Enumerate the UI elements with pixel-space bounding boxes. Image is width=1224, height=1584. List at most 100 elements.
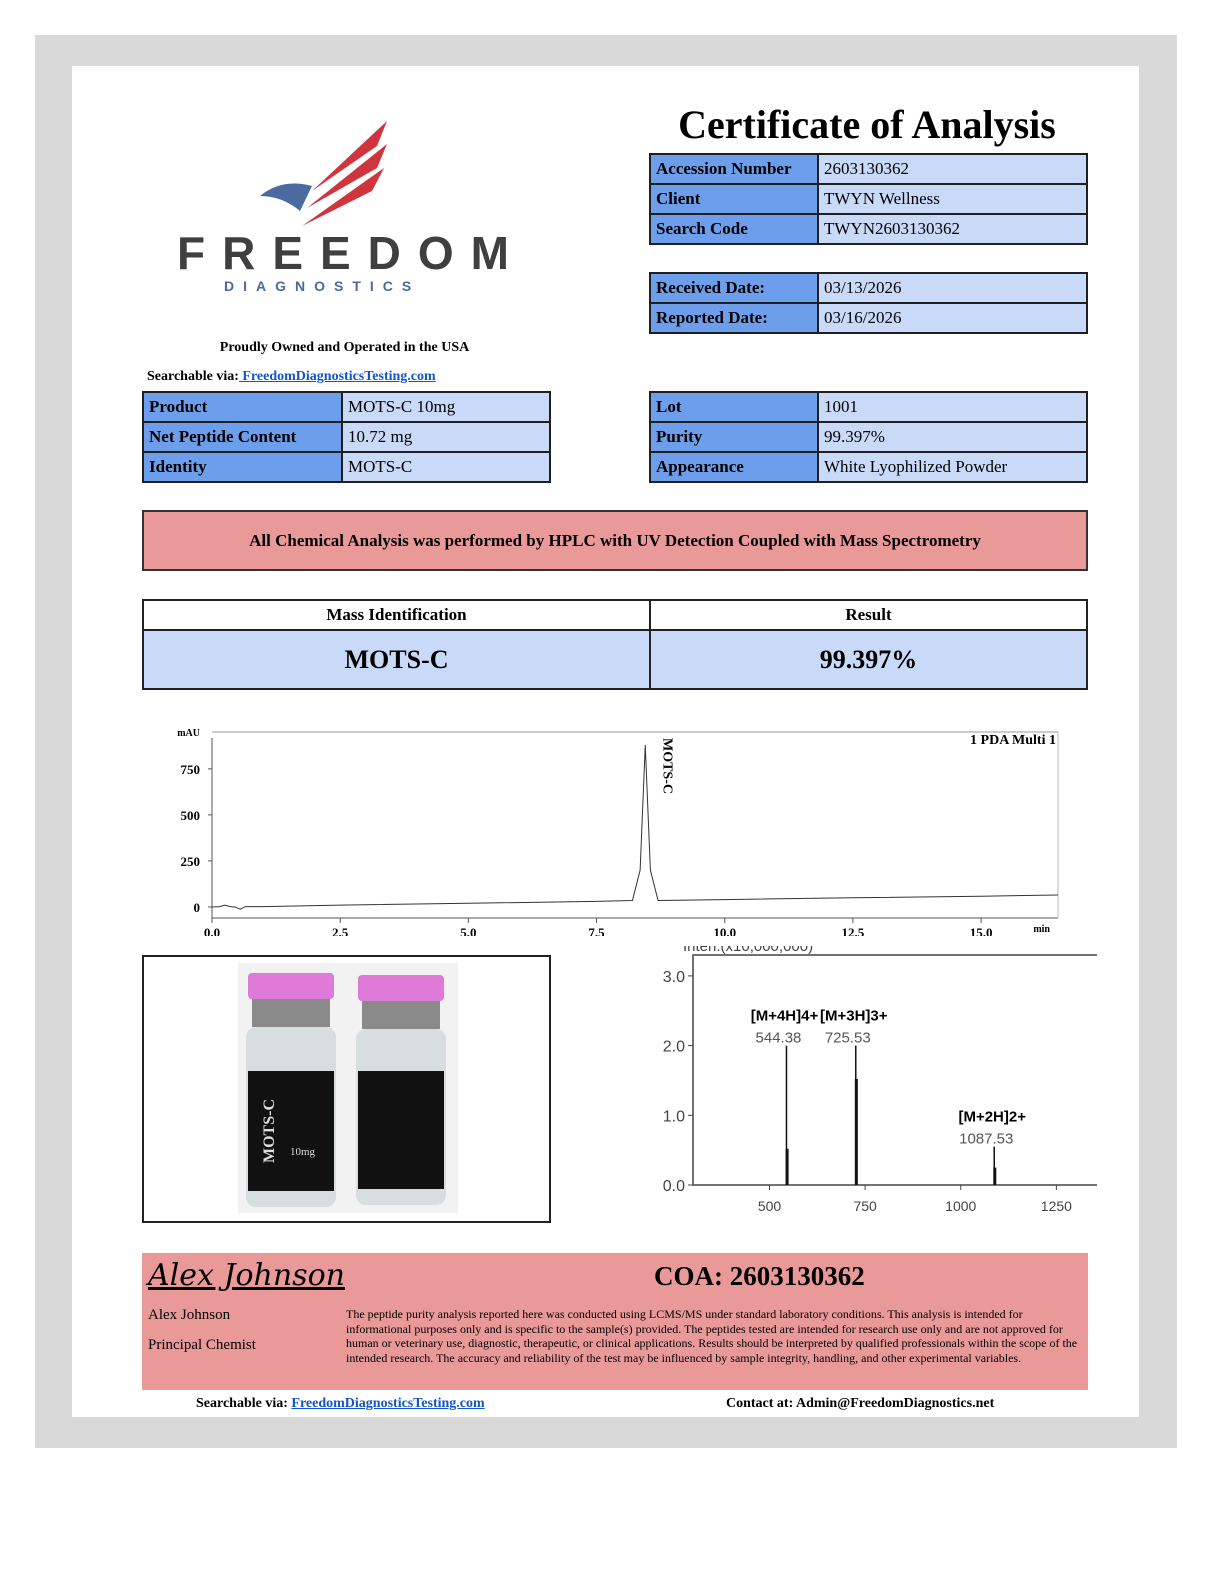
logo: FREEDOM DIAGNOSTICS xyxy=(172,116,526,296)
vial-left: MOTS-C 10mg xyxy=(246,973,336,1207)
table-row: Accession Number 2603130362 xyxy=(649,153,1088,185)
value: 1001 xyxy=(817,391,1088,423)
peak-mz-label: 725.53 xyxy=(825,1030,871,1047)
vial-label-dose: 10mg xyxy=(290,1146,316,1158)
x-tick-label: 1250 xyxy=(1041,1198,1072,1214)
coa-number: COA: 2603130362 xyxy=(654,1261,865,1291)
value: MOTS-C xyxy=(341,451,551,483)
tagline: Proudly Owned and Operated in the USA xyxy=(219,340,470,355)
peak-ion-label: [M+3H]3+ xyxy=(820,1008,888,1025)
value: 2603130362 xyxy=(817,153,1088,185)
peak-mz-label: 1087.53 xyxy=(959,1131,1013,1148)
header-cell: Result xyxy=(649,599,1088,631)
page-title: Certificate of Analysis xyxy=(678,102,1056,147)
chromatogram-chart: 0.0 2.5 5.0 7.5 10.0 12.5 15.0 0 250 500 750 mAU min… xyxy=(177,728,1059,936)
x-tick-label: 500 xyxy=(758,1198,782,1214)
table-row: Received Date: 03/13/2026 xyxy=(649,272,1088,304)
vial-photo-frame: MOTS-C 10mg xyxy=(142,955,551,1223)
y-tick-label: 750 xyxy=(181,762,201,777)
x-axis-label: min xyxy=(1033,924,1050,935)
label: Lot xyxy=(649,391,819,423)
table-row: Identity MOTS-C xyxy=(142,451,551,483)
y-tick-label: 1.0 xyxy=(663,1108,685,1125)
x-tick-label: 12.5 xyxy=(842,925,865,936)
contact: Contact at: Admin@FreedomDiagnostics.net xyxy=(726,1396,995,1411)
peak-label: MOTS-C xyxy=(659,738,674,794)
label: Received Date: xyxy=(649,272,819,304)
value: TWYN2603130362 xyxy=(817,213,1088,245)
label: Purity xyxy=(649,421,819,453)
value: 10.72 mg xyxy=(341,421,551,453)
label: Reported Date: xyxy=(649,302,819,334)
y-axis-label: Inten.(x10,000,000) xyxy=(683,946,813,955)
y-axis-label: mAU xyxy=(177,728,200,739)
mass-spectrum-chart: 0.0 1.0 2.0 3.0 500 750 1000 1250 Inten.(x10,000… xyxy=(663,946,1097,1214)
disclaimer: The peptide purity analysis reported her… xyxy=(346,1307,1078,1366)
label: Accession Number xyxy=(649,153,819,185)
mass-identification-table: Mass Identification Result MOTS-C 99.397% xyxy=(142,599,1088,690)
value: White Lyophilized Powder xyxy=(817,451,1088,483)
logo-brand: FREEDOM xyxy=(177,227,526,279)
footer-searchable: Searchable via: FreedomDiagnosticsTestin… xyxy=(196,1396,485,1412)
footer-website-link[interactable]: FreedomDiagnosticsTesting.com xyxy=(291,1396,485,1411)
label: Search Code xyxy=(649,213,819,245)
eagle-flag-icon xyxy=(260,121,387,226)
table-row: Lot 1001 xyxy=(649,391,1088,423)
identity-cell: MOTS-C xyxy=(142,629,651,690)
label: Identity xyxy=(142,451,343,483)
chemist-role: Principal Chemist xyxy=(148,1337,256,1353)
peak-ion-label: [M+4H]4+ xyxy=(751,1008,819,1025)
table-row: Appearance White Lyophilized Powder xyxy=(649,451,1088,483)
peak-ion-label: [M+2H]2+ xyxy=(958,1109,1026,1126)
legend: 1 PDA Multi 1 xyxy=(970,733,1056,748)
signature-footer: Alex Johnson COA: 2603130362 Alex Johnso… xyxy=(142,1253,1088,1390)
searchable-label: Searchable via: xyxy=(147,369,239,384)
product-table: Product MOTS-C 10mg Net Peptide Content 10… xyxy=(142,391,551,483)
x-tick-label: 2.5 xyxy=(332,925,349,936)
table-row: Search Code TWYN2603130362 xyxy=(649,213,1088,245)
value: MOTS-C 10mg xyxy=(341,391,551,423)
searchable-top: Searchable via: FreedomDiagnosticsTestin… xyxy=(147,369,436,385)
x-tick-label: 10.0 xyxy=(713,925,736,936)
search-label: Searchable via: xyxy=(196,1396,288,1411)
x-tick-label: 750 xyxy=(853,1198,877,1214)
x-tick-label: 5.0 xyxy=(460,925,476,936)
label: Client xyxy=(649,183,819,215)
label: Appearance xyxy=(649,451,819,483)
x-tick-label: 0.0 xyxy=(204,925,220,936)
table-row: Product MOTS-C 10mg xyxy=(142,391,551,423)
y-tick-label: 0.0 xyxy=(663,1178,685,1195)
website-link[interactable]: FreedomDiagnosticsTesting.com xyxy=(238,369,436,384)
accession-table: Accession Number 2603130362 Client TWYN We… xyxy=(649,153,1088,245)
table-row: MOTS-C 99.397% xyxy=(142,629,1088,690)
ms-plot: 0.0 1.0 2.0 3.0 500 750 1000 1250 Inten.(x10,000… xyxy=(663,946,1097,1214)
x-tick-label: 7.5 xyxy=(588,925,605,936)
lot-table: Lot 1001 Purity 99.397% Appearance White Ly… xyxy=(649,391,1088,483)
y-tick-label: 250 xyxy=(181,854,201,869)
result-cell: 99.397% xyxy=(649,629,1088,690)
dates-table: Received Date: 03/13/2026 Reported Date: 0… xyxy=(649,272,1088,334)
chromatogram-trace xyxy=(211,744,1059,910)
certificate-page: FREEDOM DIAGNOSTICS Proudly Owned and Op… xyxy=(72,66,1139,1417)
peak-mz-label: 544.38 xyxy=(756,1030,802,1047)
logo-sub: DIAGNOSTICS xyxy=(224,278,421,294)
vial-photo: MOTS-C 10mg xyxy=(238,963,458,1213)
value: 03/13/2026 xyxy=(817,272,1088,304)
vial-right xyxy=(356,975,446,1205)
signature: Alex Johnson xyxy=(148,1258,345,1293)
vial-label-name: MOTS-C xyxy=(261,1099,278,1163)
header-cell: Mass Identification xyxy=(142,599,651,631)
chemist-name: Alex Johnson xyxy=(148,1307,231,1323)
x-tick-label: 15.0 xyxy=(970,925,993,936)
table-row: Net Peptide Content 10.72 mg xyxy=(142,421,551,453)
label: Net Peptide Content xyxy=(142,421,343,453)
y-tick-label: 500 xyxy=(181,808,201,823)
y-tick-label: 2.0 xyxy=(663,1039,685,1056)
table-row: Reported Date: 03/16/2026 xyxy=(649,302,1088,334)
y-tick-label: 0 xyxy=(194,900,201,915)
table-row: Client TWYN Wellness xyxy=(649,183,1088,215)
table-row: Purity 99.397% xyxy=(649,421,1088,453)
table-header: Mass Identification Result xyxy=(142,599,1088,631)
value: 03/16/2026 xyxy=(817,302,1088,334)
value: TWYN Wellness xyxy=(817,183,1088,215)
